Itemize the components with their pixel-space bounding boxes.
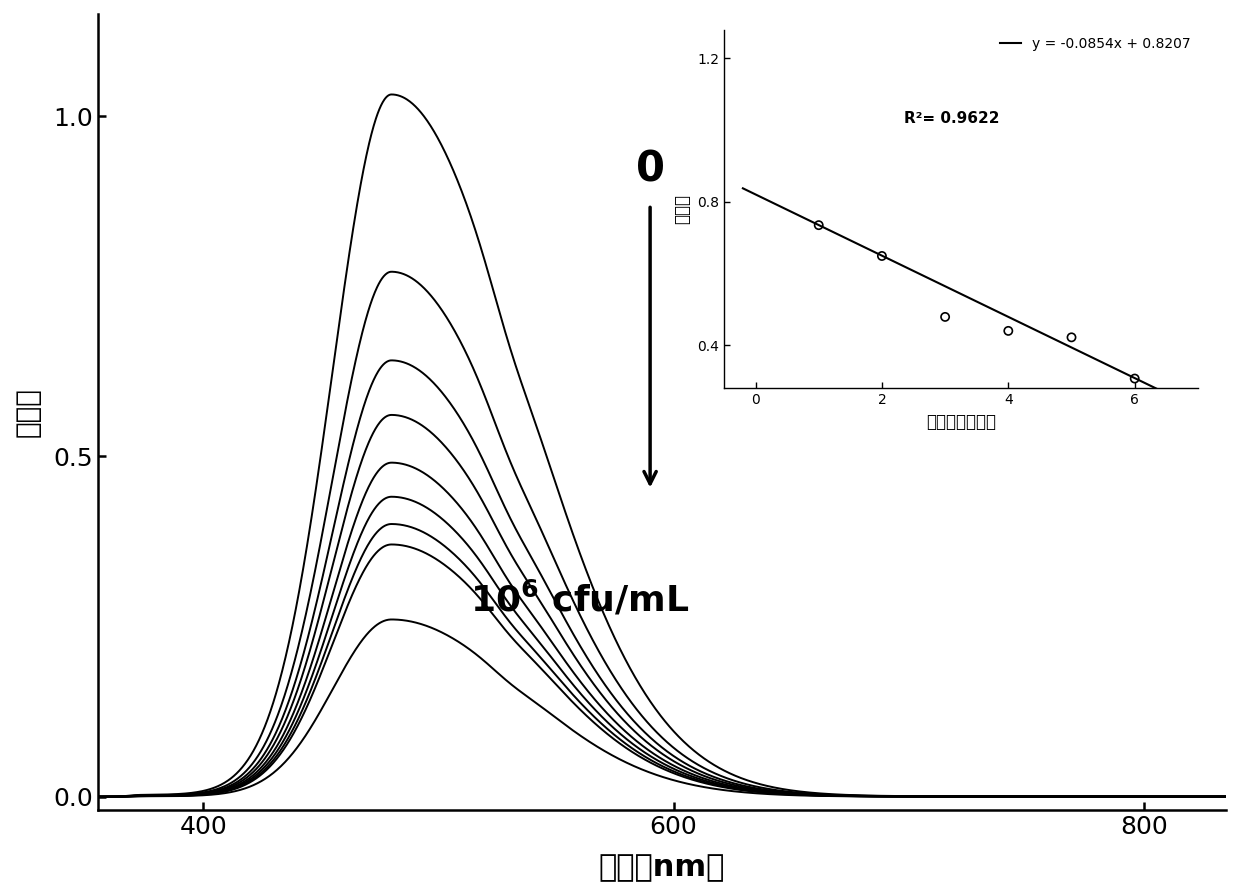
Text: $\mathbf{10}^{\mathbf{6}}$ cfu/mL: $\mathbf{10}^{\mathbf{6}}$ cfu/mL [470,579,689,618]
Y-axis label: 吸光度: 吸光度 [14,387,42,437]
Text: 0: 0 [636,149,665,191]
X-axis label: 波长（nm）: 波长（nm） [599,853,725,882]
